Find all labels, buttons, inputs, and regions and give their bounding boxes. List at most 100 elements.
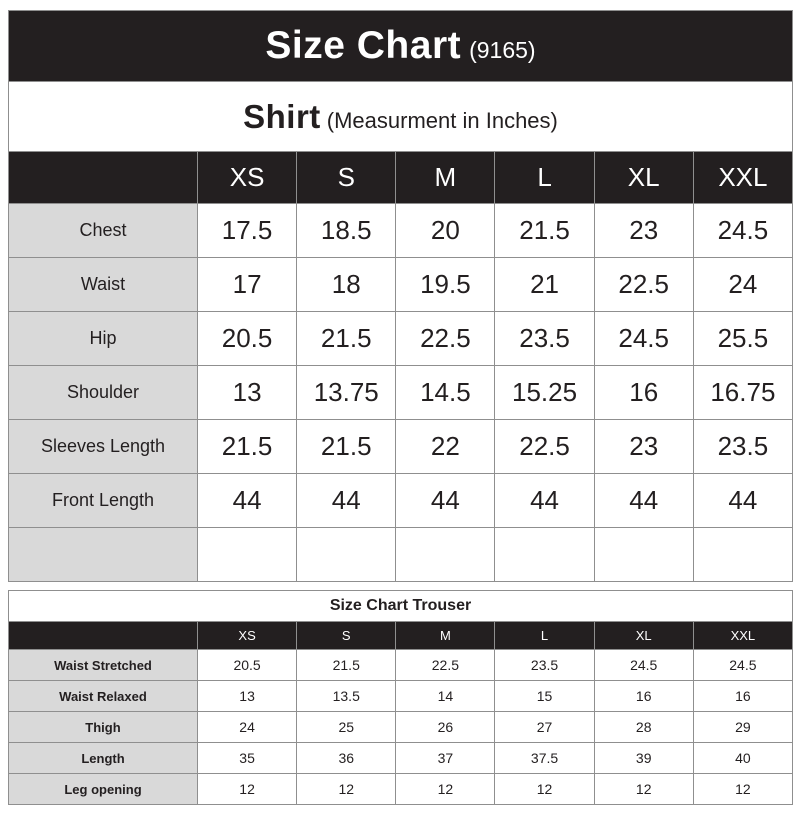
- trouser-size-table: Size Chart Trouser XS S M L XL XXL Waist Stre…: [8, 590, 794, 805]
- measurement-value: 12: [296, 773, 397, 805]
- measurement-label: Length: [8, 742, 198, 774]
- measurement-value: 18.5: [296, 203, 397, 258]
- measurement-value: 24: [196, 711, 298, 743]
- measurement-value: 24.5: [593, 649, 694, 681]
- measurement-value: 35: [196, 742, 298, 774]
- measurement-value: 15.25: [494, 365, 595, 420]
- measurement-value: 12: [494, 773, 595, 805]
- measurement-value: 12: [196, 773, 298, 805]
- size-column-header: XS: [196, 151, 298, 204]
- shirt-header-corner-cell: [8, 151, 198, 204]
- measurement-value: 16: [593, 680, 694, 712]
- page-title-code: (9165): [469, 37, 536, 63]
- measurement-value: 37: [395, 742, 496, 774]
- measurement-value: 21.5: [296, 649, 397, 681]
- size-column-header: M: [395, 151, 496, 204]
- measurement-row: [8, 527, 794, 582]
- measurement-value: 16: [593, 365, 694, 420]
- trouser-title-row: Size Chart Trouser: [8, 590, 793, 622]
- shirt-title-text: Shirt: [243, 97, 321, 135]
- measurement-row: Shoulder 13 13.75 14.5 15.25 16 16.75: [8, 365, 794, 420]
- measurement-value: 24.5: [692, 649, 794, 681]
- measurement-value: 44: [296, 473, 397, 528]
- measurement-value: 17: [196, 257, 298, 312]
- measurement-row: Hip 20.5 21.5 22.5 23.5 24.5 25.5: [8, 311, 794, 366]
- size-column-header: L: [494, 151, 595, 204]
- measurement-value: 18: [296, 257, 397, 312]
- size-column-header: M: [395, 621, 496, 650]
- measurement-value: 14: [395, 680, 496, 712]
- measurement-value: 22.5: [395, 649, 496, 681]
- measurement-value: 20.5: [196, 311, 298, 366]
- shirt-subtitle-row: Shirt (Measurment in Inches): [8, 81, 793, 152]
- measurement-value: 21.5: [296, 311, 397, 366]
- size-column-header: L: [494, 621, 595, 650]
- size-column-header: XXL: [692, 621, 794, 650]
- shirt-section-title: Shirt (Measurment in Inches): [8, 81, 793, 152]
- measurement-row: Waist Relaxed 13 13.5 14 15 16 16: [8, 680, 794, 712]
- trouser-section-title: Size Chart Trouser: [8, 590, 793, 622]
- measurement-row: Leg opening 12 12 12 12 12 12: [8, 773, 794, 805]
- measurement-value: 44: [692, 473, 794, 528]
- main-title-row: Size Chart (9165): [8, 10, 793, 82]
- measurement-value: 25: [296, 711, 397, 743]
- measurement-label: Shoulder: [8, 365, 198, 420]
- measurement-value: 44: [593, 473, 694, 528]
- measurement-value: 22.5: [593, 257, 694, 312]
- measurement-value: 21.5: [296, 419, 397, 474]
- measurement-label: Front Length: [8, 473, 198, 528]
- measurement-value: 25.5: [692, 311, 794, 366]
- measurement-row: Thigh 24 25 26 27 28 29: [8, 711, 794, 743]
- size-column-header: XL: [593, 621, 694, 650]
- measurement-value: [593, 527, 694, 582]
- shirt-size-header-row: XS S M L XL XXL: [8, 151, 794, 204]
- page-title-text: Size Chart: [265, 24, 462, 67]
- measurement-row: Sleeves Length 21.5 21.5 22 22.5 23 23.5: [8, 419, 794, 474]
- measurement-value: 19.5: [395, 257, 496, 312]
- measurement-value: 23.5: [494, 649, 595, 681]
- measurement-value: 20.5: [196, 649, 298, 681]
- measurement-value: 22.5: [494, 419, 595, 474]
- shirt-size-table: Size Chart (9165) Shirt (Measurment in Inc…: [8, 10, 794, 582]
- measurement-value: 16.75: [692, 365, 794, 420]
- trouser-table-body: Waist Stretched 20.5 21.5 22.5 23.5 24.5 24.5 W…: [8, 649, 794, 805]
- measurement-value: 12: [593, 773, 694, 805]
- measurement-value: 40: [692, 742, 794, 774]
- measurement-label: Leg opening: [8, 773, 198, 805]
- measurement-value: 12: [692, 773, 794, 805]
- measurement-value: [395, 527, 496, 582]
- shirt-table-body: Chest 17.5 18.5 20 21.5 23 24.5 Waist 17 18 19.5 21…: [8, 203, 794, 582]
- measurement-value: [196, 527, 298, 582]
- measurement-value: 23: [593, 203, 694, 258]
- measurement-value: 12: [395, 773, 496, 805]
- measurement-value: 23.5: [494, 311, 595, 366]
- trouser-header-corner-cell: [8, 621, 198, 650]
- size-column-header: S: [296, 621, 397, 650]
- measurement-value: 29: [692, 711, 794, 743]
- measurement-value: 28: [593, 711, 694, 743]
- measurement-value: 24.5: [593, 311, 694, 366]
- measurement-value: 27: [494, 711, 595, 743]
- measurement-value: 26: [395, 711, 496, 743]
- measurement-value: 14.5: [395, 365, 496, 420]
- measurement-value: [692, 527, 794, 582]
- measurement-value: 24.5: [692, 203, 794, 258]
- measurement-value: 44: [196, 473, 298, 528]
- measurement-value: [296, 527, 397, 582]
- measurement-value: 44: [395, 473, 496, 528]
- measurement-label: Sleeves Length: [8, 419, 198, 474]
- measurement-row: Waist Stretched 20.5 21.5 22.5 23.5 24.5 24.5: [8, 649, 794, 681]
- measurement-row: Waist 17 18 19.5 21 22.5 24: [8, 257, 794, 312]
- measurement-value: 13.5: [296, 680, 397, 712]
- size-column-header: S: [296, 151, 397, 204]
- measurement-row: Front Length 44 44 44 44 44 44: [8, 473, 794, 528]
- measurement-value: 13: [196, 680, 298, 712]
- measurement-row: Chest 17.5 18.5 20 21.5 23 24.5: [8, 203, 794, 258]
- measurement-value: 13.75: [296, 365, 397, 420]
- measurement-label: Waist: [8, 257, 198, 312]
- measurement-value: 44: [494, 473, 595, 528]
- measurement-label: Waist Relaxed: [8, 680, 198, 712]
- shirt-units-text: (Measurment in Inches): [326, 107, 558, 133]
- page-title: Size Chart (9165): [8, 10, 793, 82]
